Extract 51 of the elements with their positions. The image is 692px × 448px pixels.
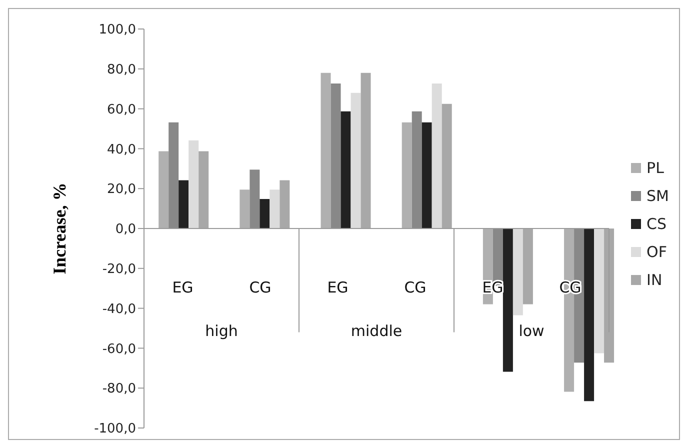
y-tick-label: -100,0 — [94, 422, 136, 437]
bar — [270, 190, 280, 228]
bar — [260, 198, 270, 228]
bar — [412, 111, 422, 228]
bar — [360, 72, 371, 228]
y-tick-label: 40,0 — [107, 142, 136, 158]
bar — [330, 83, 341, 228]
bar — [432, 83, 442, 228]
y-tick-label: 100,0 — [98, 22, 136, 38]
y-tick-label: 80,0 — [107, 62, 136, 78]
bar — [512, 228, 523, 316]
legend-label: PL — [646, 159, 664, 177]
bar — [422, 122, 432, 228]
bar — [594, 228, 604, 354]
x-tick-label: EG — [172, 278, 194, 296]
x-tick-label: CG — [559, 278, 582, 296]
annotation: low — [518, 322, 544, 340]
annotation: high — [205, 322, 238, 340]
annotation: middle — [350, 322, 402, 340]
y-tick-label: -20,0 — [102, 262, 136, 278]
y-tick-label: 0,0 — [115, 222, 136, 238]
bar — [280, 180, 290, 228]
legend-label: CS — [646, 215, 667, 233]
bar — [240, 190, 250, 228]
bar — [198, 151, 209, 228]
bar — [502, 228, 513, 372]
bar — [158, 151, 169, 228]
y-tick-label: 20,0 — [107, 182, 136, 198]
bar — [350, 92, 361, 228]
legend-label: SM — [646, 187, 669, 205]
legend-label: OF — [646, 243, 667, 261]
bar — [522, 228, 533, 304]
y-axis-title: Increase, % — [49, 182, 70, 274]
y-tick-label: -40,0 — [102, 302, 136, 317]
y-tick-label: 60,0 — [107, 102, 136, 118]
bar — [320, 72, 331, 228]
bar — [340, 111, 351, 228]
bar — [178, 180, 189, 228]
bar — [402, 122, 412, 228]
x-tick-label: EG — [327, 278, 348, 296]
x-tick-label: CG — [404, 278, 426, 296]
bar — [250, 170, 260, 228]
y-tick-label: -80,0 — [102, 382, 136, 397]
bar — [584, 228, 594, 402]
x-tick-label: CG — [249, 278, 272, 296]
x-tick-label: EG — [482, 278, 504, 296]
bar — [442, 104, 452, 228]
bar — [188, 140, 199, 228]
legend-label: IN — [646, 271, 662, 289]
bar — [168, 122, 179, 228]
y-tick-label: -60,0 — [102, 342, 136, 357]
